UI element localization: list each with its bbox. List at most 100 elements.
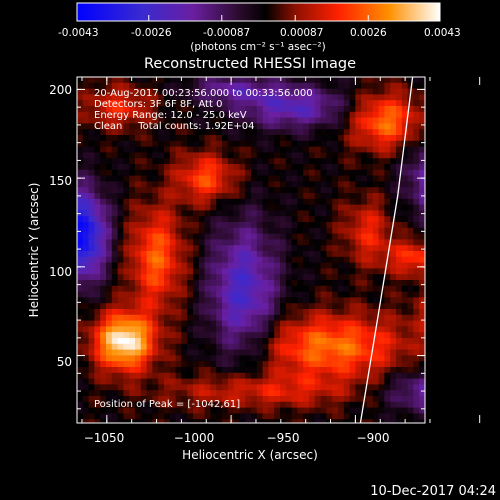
heatmap-cell [198, 297, 205, 304]
heatmap-cell [372, 297, 379, 304]
heatmap-cell [88, 251, 95, 258]
heatmap-cell [106, 343, 113, 350]
heatmap-cell [256, 332, 263, 339]
heatmap-cell [210, 193, 217, 200]
heatmap-cell [297, 111, 304, 118]
heatmap-cell [158, 210, 165, 217]
heatmap-cell [326, 384, 333, 391]
heatmap-cell [222, 88, 229, 95]
heatmap-cell [413, 355, 420, 362]
heatmap-cell [401, 297, 408, 304]
heatmap-cell [367, 372, 374, 379]
heatmap-cell [210, 268, 217, 275]
heatmap-cell [390, 193, 397, 200]
heatmap-cell [326, 204, 333, 211]
heatmap-cell [111, 164, 118, 171]
heatmap-cell [384, 181, 391, 188]
heatmap-cell [239, 77, 246, 84]
heatmap-cell [367, 210, 374, 217]
heatmap-cell [100, 338, 107, 345]
heatmap-cell [384, 187, 391, 194]
heatmap-cell [140, 355, 147, 362]
heatmap-cell [123, 384, 130, 391]
heatmap-cell [169, 82, 176, 89]
heatmap-cell [332, 349, 339, 356]
heatmap-cell [117, 372, 124, 379]
heatmap-cell [227, 100, 234, 107]
heatmap-cell [233, 314, 240, 321]
heatmap-cell [297, 338, 304, 345]
heatmap-cell [413, 396, 420, 403]
heatmap-cell [94, 297, 101, 304]
heatmap-cell [390, 285, 397, 292]
heatmap-cell [158, 106, 165, 113]
heatmap-cell [227, 268, 234, 275]
heatmap-cell [239, 135, 246, 142]
heatmap-cell [216, 193, 223, 200]
heatmap-cell [135, 372, 142, 379]
heatmap-cell [367, 419, 374, 423]
heatmap-cell [309, 210, 316, 217]
heatmap-cell [419, 111, 425, 118]
heatmap-cell [164, 384, 171, 391]
heatmap-cell [193, 239, 200, 246]
heatmap-cell [146, 326, 153, 333]
heatmap-cell [401, 233, 408, 240]
heatmap-cell [396, 384, 403, 391]
heatmap-cell [401, 193, 408, 200]
heatmap-cell [361, 372, 368, 379]
heatmap-cell [140, 280, 147, 287]
heatmap-cell [361, 164, 368, 171]
heatmap-cell [338, 407, 345, 414]
heatmap-cell [198, 227, 205, 234]
heatmap-cell [82, 164, 89, 171]
heatmap-cell [338, 204, 345, 211]
heatmap-cell [274, 407, 281, 414]
heatmap-cell [158, 140, 165, 147]
heatmap-cell [332, 222, 339, 229]
heatmap-cell [111, 413, 118, 420]
heatmap-cell [227, 291, 234, 298]
heatmap-cell [152, 216, 159, 223]
heatmap-cell [384, 396, 391, 403]
heatmap-cell [135, 106, 142, 113]
heatmap-cell [245, 297, 252, 304]
heatmap-cell [332, 245, 339, 252]
heatmap-cell [245, 303, 252, 310]
heatmap-cell [407, 140, 414, 147]
heatmap-cell [251, 146, 258, 153]
heatmap-cell [222, 285, 229, 292]
heatmap-cell [216, 407, 223, 414]
heatmap-cell [256, 384, 263, 391]
heatmap-cell [401, 251, 408, 258]
heatmap-cell [303, 338, 310, 345]
heatmap-cell [268, 378, 275, 385]
heatmap-cell [198, 146, 205, 153]
heatmap-cell [152, 100, 159, 107]
heatmap-cell [372, 349, 379, 356]
heatmap-cell [216, 204, 223, 211]
heatmap-cell [233, 297, 240, 304]
heatmap-cell [413, 233, 420, 240]
heatmap-cell [82, 222, 89, 229]
heatmap-cell [361, 193, 368, 200]
heatmap-cell [297, 320, 304, 327]
heatmap-cell [135, 419, 142, 423]
heatmap-cell [198, 216, 205, 223]
heatmap-cell [100, 123, 107, 130]
heatmap-cell [396, 94, 403, 101]
heatmap-cell [367, 274, 374, 281]
heatmap-cell [111, 123, 118, 130]
heatmap-cell [198, 291, 205, 298]
heatmap-cell [332, 378, 339, 385]
heatmap-cell [135, 169, 142, 176]
heatmap-cell [88, 123, 95, 130]
heatmap-cell [216, 251, 223, 258]
heatmap-cell [326, 94, 333, 101]
heatmap-cell [158, 158, 165, 165]
heatmap-cell [303, 117, 310, 124]
heatmap-cell [152, 245, 159, 252]
heatmap-cell [251, 390, 258, 397]
heatmap-cell [82, 193, 89, 200]
heatmap-cell [164, 94, 171, 101]
